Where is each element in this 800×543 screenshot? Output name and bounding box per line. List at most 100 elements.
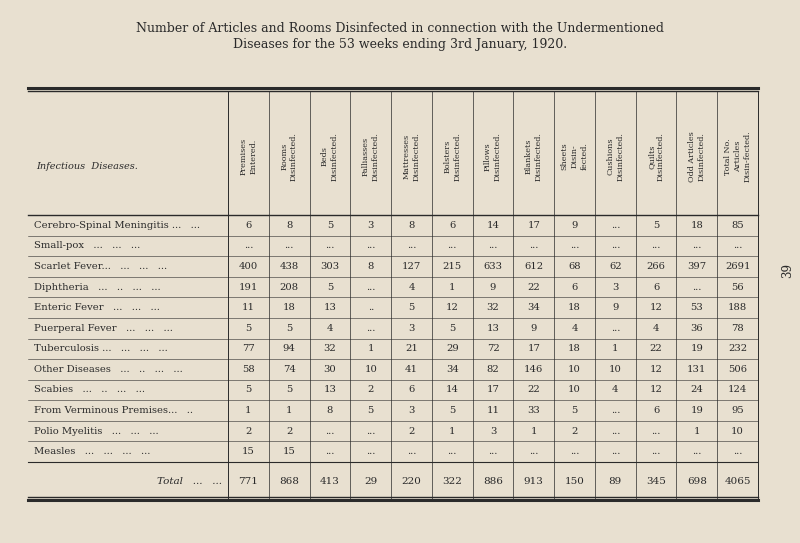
Text: 18: 18 bbox=[568, 344, 581, 353]
Text: 18: 18 bbox=[690, 221, 703, 230]
Text: 4: 4 bbox=[571, 324, 578, 333]
Text: ...: ... bbox=[326, 427, 334, 435]
Text: 4065: 4065 bbox=[724, 477, 751, 485]
Text: ...: ... bbox=[488, 447, 498, 456]
Text: 10: 10 bbox=[568, 365, 581, 374]
Text: 13: 13 bbox=[323, 303, 336, 312]
Text: 5: 5 bbox=[367, 406, 374, 415]
Text: 3: 3 bbox=[367, 221, 374, 230]
Text: 82: 82 bbox=[486, 365, 499, 374]
Text: Small-pox   ...   ...   ...: Small-pox ... ... ... bbox=[34, 242, 140, 250]
Text: ...: ... bbox=[326, 447, 334, 456]
Text: 85: 85 bbox=[731, 221, 744, 230]
Text: 771: 771 bbox=[238, 477, 258, 485]
Text: 1: 1 bbox=[449, 282, 455, 292]
Text: 8: 8 bbox=[286, 221, 292, 230]
Text: 913: 913 bbox=[524, 477, 544, 485]
Text: 77: 77 bbox=[242, 344, 254, 353]
Text: 5: 5 bbox=[326, 221, 333, 230]
Text: 32: 32 bbox=[486, 303, 499, 312]
Text: 15: 15 bbox=[242, 447, 255, 456]
Text: 8: 8 bbox=[367, 262, 374, 271]
Text: 15: 15 bbox=[282, 447, 295, 456]
Text: Diphtheria   ...   ..   ...   ...: Diphtheria ... .. ... ... bbox=[34, 282, 161, 292]
Text: 131: 131 bbox=[687, 365, 706, 374]
Text: ...: ... bbox=[447, 447, 457, 456]
Text: 17: 17 bbox=[527, 344, 540, 353]
Text: 2691: 2691 bbox=[725, 262, 750, 271]
Text: 6: 6 bbox=[653, 282, 659, 292]
Text: 36: 36 bbox=[690, 324, 703, 333]
Text: 14: 14 bbox=[486, 221, 499, 230]
Text: ...: ... bbox=[610, 447, 620, 456]
Text: ...: ... bbox=[529, 447, 538, 456]
Text: 633: 633 bbox=[483, 262, 502, 271]
Text: 29: 29 bbox=[446, 344, 458, 353]
Text: Other Diseases   ...   ..   ...   ...: Other Diseases ... .. ... ... bbox=[34, 365, 182, 374]
Text: 56: 56 bbox=[731, 282, 744, 292]
Text: 5: 5 bbox=[286, 324, 292, 333]
Text: 215: 215 bbox=[442, 262, 462, 271]
Text: 5: 5 bbox=[449, 406, 455, 415]
Text: ...: ... bbox=[651, 447, 661, 456]
Text: 12: 12 bbox=[650, 303, 662, 312]
Text: 322: 322 bbox=[442, 477, 462, 485]
Text: Bolsters
Disinfected.: Bolsters Disinfected. bbox=[443, 132, 461, 181]
Text: 303: 303 bbox=[320, 262, 339, 271]
Text: 21: 21 bbox=[405, 344, 418, 353]
Text: Mattresses
Disinfected.: Mattresses Disinfected. bbox=[402, 132, 420, 181]
Text: 14: 14 bbox=[446, 386, 458, 394]
Text: Enteric Fever   ...   ...   ...: Enteric Fever ... ... ... bbox=[34, 303, 160, 312]
Text: 266: 266 bbox=[646, 262, 666, 271]
Text: 3: 3 bbox=[490, 427, 496, 435]
Text: 4: 4 bbox=[612, 386, 618, 394]
Text: 41: 41 bbox=[405, 365, 418, 374]
Text: ...: ... bbox=[692, 447, 702, 456]
Text: ...: ... bbox=[529, 242, 538, 250]
Text: 95: 95 bbox=[731, 406, 744, 415]
Text: Rooms
Disinfected.: Rooms Disinfected. bbox=[280, 132, 298, 181]
Text: From Verminous Premises...   ..: From Verminous Premises... .. bbox=[34, 406, 193, 415]
Text: Pillows
Disinfected.: Pillows Disinfected. bbox=[484, 132, 502, 181]
Text: 400: 400 bbox=[238, 262, 258, 271]
Text: ...: ... bbox=[570, 447, 579, 456]
Text: Premises
Entered.: Premises Entered. bbox=[239, 138, 258, 175]
Text: 22: 22 bbox=[527, 386, 540, 394]
Text: 9: 9 bbox=[490, 282, 496, 292]
Text: 68: 68 bbox=[568, 262, 581, 271]
Text: Quilts
Disinfected.: Quilts Disinfected. bbox=[647, 132, 665, 181]
Text: 10: 10 bbox=[609, 365, 622, 374]
Text: Diseases for the 53 weeks ending 3rd January, 1920.: Diseases for the 53 weeks ending 3rd Jan… bbox=[233, 38, 567, 51]
Text: 72: 72 bbox=[486, 344, 499, 353]
Text: 89: 89 bbox=[609, 477, 622, 485]
Text: 438: 438 bbox=[279, 262, 298, 271]
Text: 58: 58 bbox=[242, 365, 254, 374]
Text: 6: 6 bbox=[246, 221, 251, 230]
Text: ...: ... bbox=[406, 447, 416, 456]
Text: ...: ... bbox=[610, 221, 620, 230]
Text: 94: 94 bbox=[282, 344, 295, 353]
Text: 74: 74 bbox=[282, 365, 295, 374]
Text: 22: 22 bbox=[650, 344, 662, 353]
Text: 12: 12 bbox=[650, 386, 662, 394]
Text: 39: 39 bbox=[782, 263, 794, 279]
Text: 10: 10 bbox=[364, 365, 377, 374]
Text: 9: 9 bbox=[571, 221, 578, 230]
Text: 13: 13 bbox=[323, 386, 336, 394]
Text: 1: 1 bbox=[530, 427, 537, 435]
Text: 18: 18 bbox=[282, 303, 295, 312]
Text: 6: 6 bbox=[408, 386, 414, 394]
Text: Puerperal Fever   ...   ...   ...: Puerperal Fever ... ... ... bbox=[34, 324, 173, 333]
Text: Odd Articles
Disinfected.: Odd Articles Disinfected. bbox=[688, 131, 706, 182]
Text: 191: 191 bbox=[238, 282, 258, 292]
Text: 5: 5 bbox=[408, 303, 414, 312]
Text: 78: 78 bbox=[731, 324, 744, 333]
Text: Number of Articles and Rooms Disinfected in connection with the Undermentioned: Number of Articles and Rooms Disinfected… bbox=[136, 22, 664, 35]
Text: 150: 150 bbox=[565, 477, 585, 485]
Text: 868: 868 bbox=[279, 477, 299, 485]
Text: 5: 5 bbox=[653, 221, 659, 230]
Text: Total   ...   ...: Total ... ... bbox=[157, 477, 222, 485]
Text: 18: 18 bbox=[568, 303, 581, 312]
Text: 612: 612 bbox=[524, 262, 543, 271]
Text: 34: 34 bbox=[446, 365, 458, 374]
